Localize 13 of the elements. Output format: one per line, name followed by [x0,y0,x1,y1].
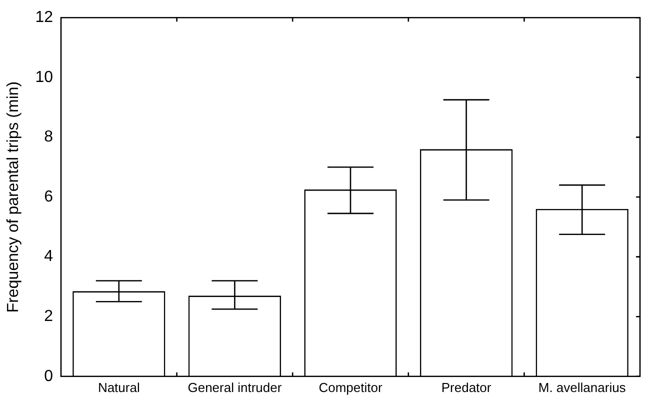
x-tick-label: Natural [98,380,140,395]
y-tick-label: 8 [44,128,54,146]
x-tick-label: General intruder [188,380,282,395]
x-tick-label: M. avellanarius [538,380,626,395]
y-tick-label: 10 [35,68,54,86]
x-tick-label: Competitor [318,380,383,395]
y-tick-label: 0 [44,368,54,385]
y-tick-label: 6 [44,188,54,206]
x-tick-label: Predator [441,380,492,395]
y-tick-label: 4 [44,248,54,266]
y-axis-title: Frequency of parental trips (min) [5,81,22,313]
y-tick-label: 12 [35,9,54,26]
y-tick-label: 2 [44,308,54,326]
